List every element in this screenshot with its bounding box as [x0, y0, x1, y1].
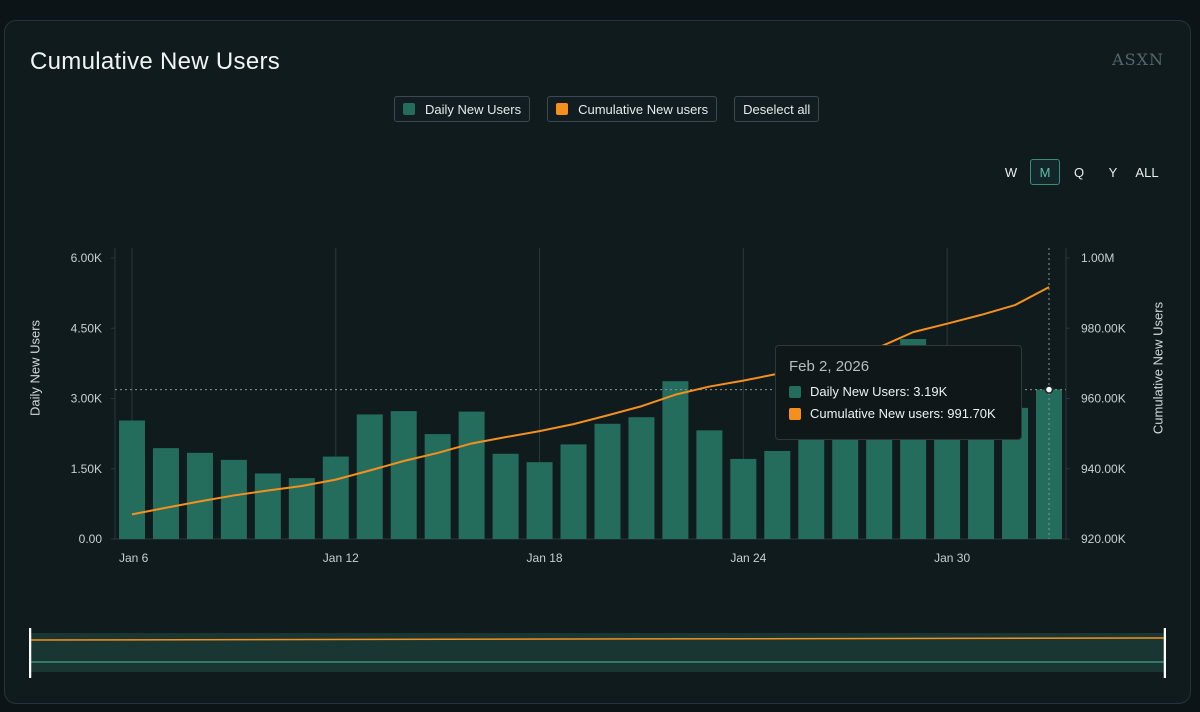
range-navigator[interactable]: [29, 628, 1166, 678]
bar[interactable]: [798, 431, 825, 539]
tooltip-row-daily: Daily New Users: 3.19K: [789, 384, 1008, 399]
page-title: Cumulative New Users: [30, 48, 281, 75]
bar[interactable]: [526, 462, 553, 539]
y-left-tick-label: 6.00K: [71, 251, 102, 265]
bar[interactable]: [560, 444, 587, 539]
bar[interactable]: [968, 421, 995, 539]
y-right-tick-label: 980.00K: [1081, 321, 1126, 335]
bar[interactable]: [254, 473, 281, 539]
hover-point: [1044, 385, 1054, 394]
bar[interactable]: [764, 450, 791, 539]
bar[interactable]: [152, 448, 179, 539]
legend-item-cumulative-new-users[interactable]: Cumulative New users: [547, 96, 718, 122]
bar[interactable]: [322, 456, 349, 539]
tooltip-row-cumulative: Cumulative New users: 991.70K: [789, 406, 1008, 421]
y-right-tick-label: 940.00K: [1081, 462, 1126, 476]
y-right-tick-label: 920.00K: [1081, 532, 1126, 546]
navigator-cumulative-line: [29, 637, 1166, 641]
daily-swatch-icon: [403, 103, 415, 115]
bar[interactable]: [934, 426, 961, 539]
bar[interactable]: [220, 459, 247, 539]
legend-item-daily-new-users[interactable]: Daily New Users: [394, 96, 531, 122]
chart-tooltip: Feb 2, 2026 Daily New Users: 3.19K Cumul…: [775, 345, 1022, 440]
x-tick-label: Jan 30: [934, 551, 970, 565]
legend: Daily New Users Cumulative New users Des…: [394, 96, 820, 122]
tooltip-row-label: Daily New Users: 3.19K: [810, 384, 948, 399]
cumulative-swatch-icon: [789, 407, 801, 420]
bar[interactable]: [628, 417, 655, 539]
y-left-tick-label: 0.00: [79, 532, 103, 546]
range-all-button[interactable]: ALL: [1135, 164, 1159, 180]
x-tick-label: Jan 18: [527, 551, 563, 565]
range-w-button[interactable]: W: [1004, 164, 1018, 180]
tooltip-row-label: Cumulative New users: 991.70K: [810, 406, 996, 421]
x-tick-label: Jan 12: [323, 551, 359, 565]
y-left-tick-label: 3.00K: [71, 392, 102, 406]
x-tick-label: Jan 24: [730, 551, 766, 565]
range-q-button[interactable]: Q: [1073, 164, 1085, 180]
tooltip-date: Feb 2, 2026: [789, 358, 870, 375]
bar[interactable]: [119, 420, 145, 539]
y-right-tick-label: 960.00K: [1081, 392, 1126, 406]
bar[interactable]: [696, 430, 723, 539]
bar[interactable]: [662, 381, 689, 539]
cumulative-swatch-icon: [556, 103, 569, 115]
bar[interactable]: [730, 458, 757, 539]
bar[interactable]: [186, 452, 213, 539]
brand-logo: ASXN: [1112, 50, 1164, 69]
bar[interactable]: [424, 434, 451, 539]
range-y-button[interactable]: Y: [1108, 164, 1118, 180]
y-left-tick-label: 4.50K: [71, 321, 102, 335]
cumulative-line: [131, 286, 1050, 516]
x-tick-label: Jan 6: [119, 551, 149, 565]
legend-label: Cumulative New users: [578, 101, 709, 117]
range-selector: W M Q Y ALL: [996, 159, 1166, 185]
bar[interactable]: [492, 453, 519, 539]
bar[interactable]: [390, 411, 417, 539]
deselect-all-button[interactable]: Deselect all: [734, 96, 820, 122]
bar[interactable]: [356, 414, 383, 539]
legend-label: Daily New Users: [425, 101, 522, 117]
y-right-tick-label: 1.00M: [1081, 251, 1114, 265]
bar[interactable]: [594, 423, 621, 539]
y-left-tick-label: 1.50K: [71, 462, 102, 476]
range-m-button[interactable]: M: [1030, 159, 1060, 185]
bar[interactable]: [288, 478, 315, 539]
daily-swatch-icon: [789, 385, 801, 398]
bar[interactable]: [458, 411, 485, 539]
